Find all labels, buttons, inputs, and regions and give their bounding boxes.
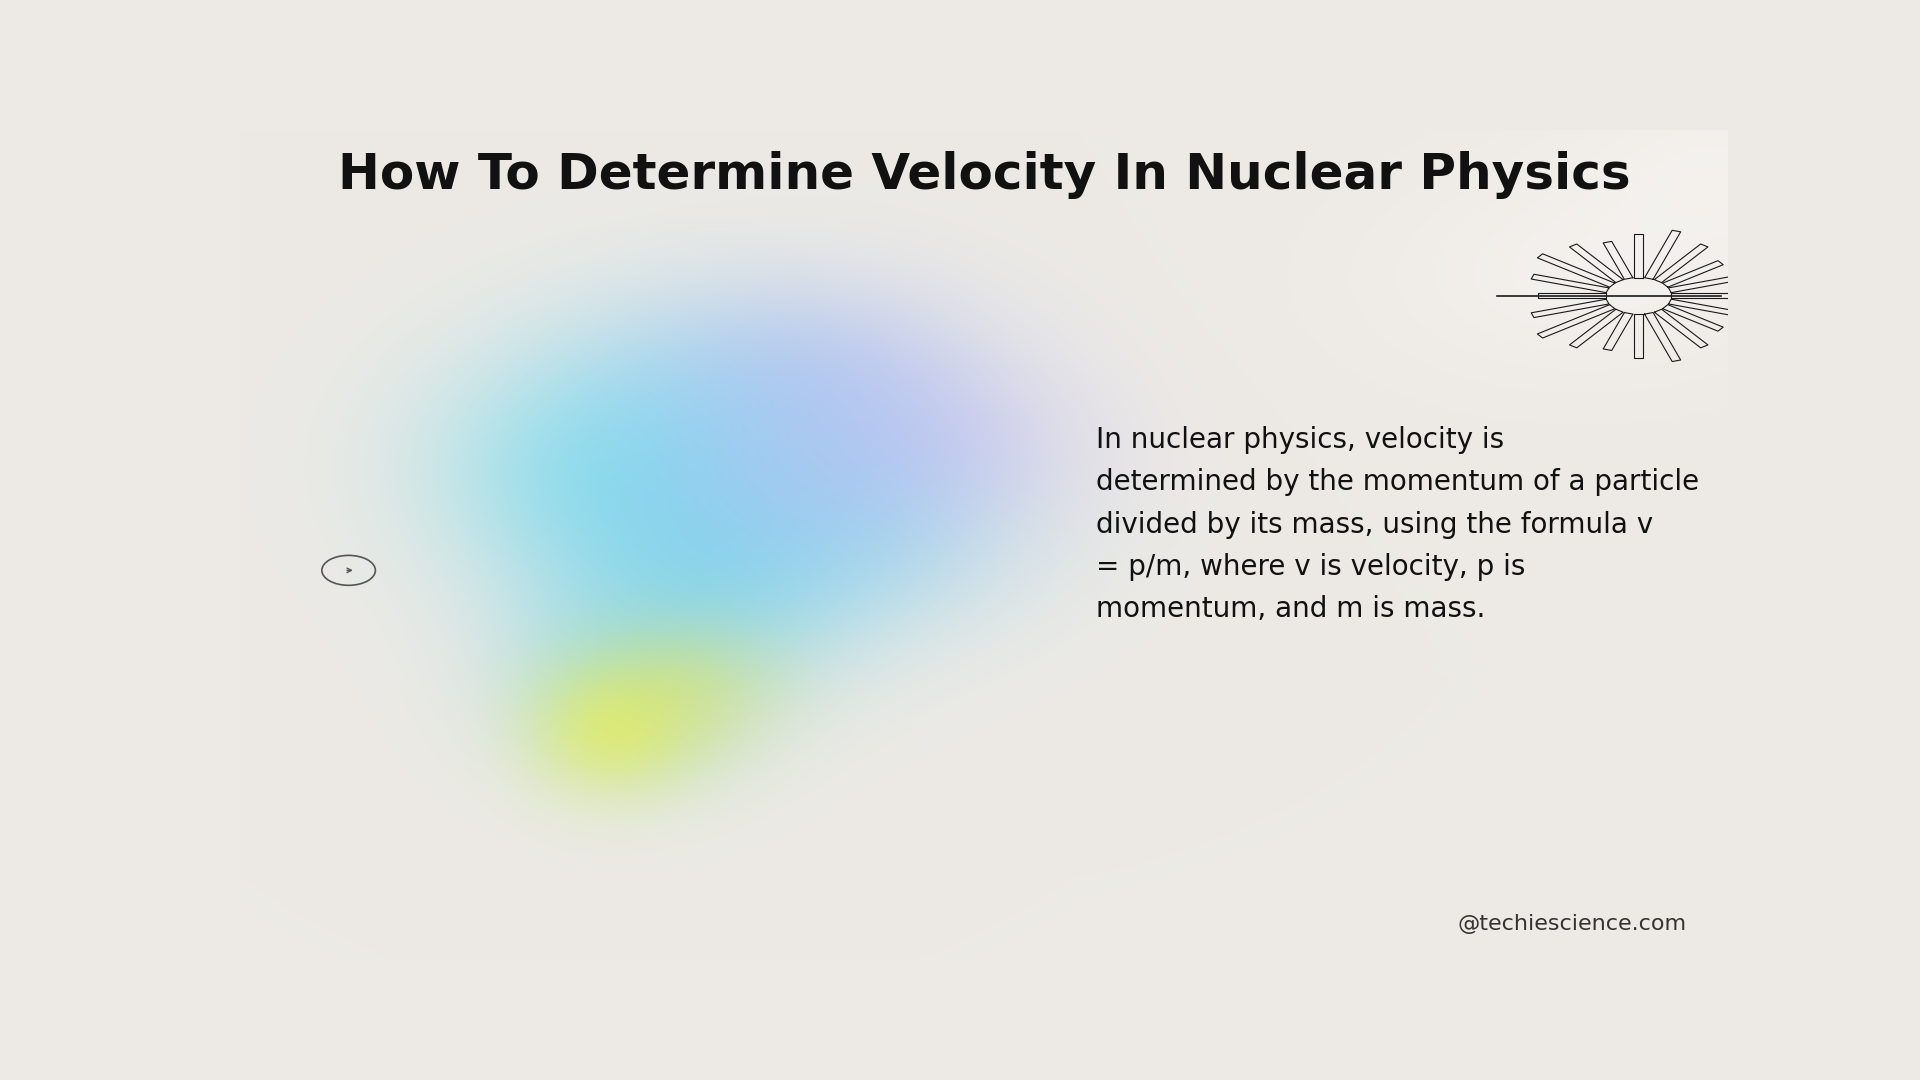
Text: @techiescience.com: @techiescience.com (1457, 914, 1686, 934)
Text: In nuclear physics, velocity is
determined by the momentum of a particle
divided: In nuclear physics, velocity is determin… (1096, 426, 1699, 623)
Text: How To Determine Velocity In Nuclear Physics: How To Determine Velocity In Nuclear Phy… (338, 151, 1630, 200)
